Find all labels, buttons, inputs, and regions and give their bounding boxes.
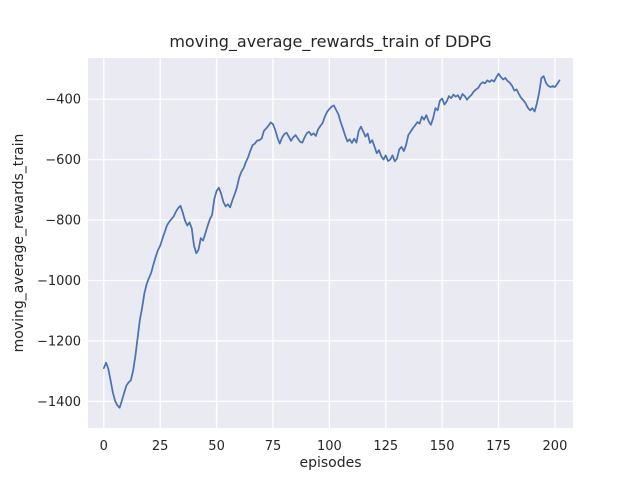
x-tick-label: 200 (543, 439, 568, 454)
plot-area (88, 58, 573, 428)
y-tick-label: −1200 (37, 334, 81, 349)
chart-title: moving_average_rewards_train of DDPG (169, 32, 492, 51)
x-tick-label: 25 (152, 439, 169, 454)
x-tick-label: 175 (486, 439, 511, 454)
y-tick-label: −1000 (37, 274, 81, 289)
x-tick-label: 150 (430, 439, 455, 454)
x-tick-label: 50 (208, 439, 225, 454)
y-axis-tick-labels: −400 −600 −800 −1000 −1200 −1400 (37, 93, 81, 410)
y-tick-label: −800 (45, 214, 81, 229)
x-tick-label: 100 (317, 439, 342, 454)
y-tick-label: −600 (45, 153, 81, 168)
x-axis-label: episodes (299, 455, 362, 471)
x-tick-label: 0 (100, 439, 108, 454)
line-series-moving-average-rewards (102, 72, 561, 409)
y-tick-label: −400 (45, 93, 81, 108)
x-axis-tick-labels: 0 25 50 75 100 125 150 175 200 (100, 439, 568, 454)
x-tick-label: 75 (265, 439, 282, 454)
x-tick-label: 125 (373, 439, 398, 454)
gridlines (88, 58, 573, 428)
y-tick-label: −1400 (37, 395, 81, 410)
y-axis-label: moving_average_rewards_train (11, 133, 27, 353)
